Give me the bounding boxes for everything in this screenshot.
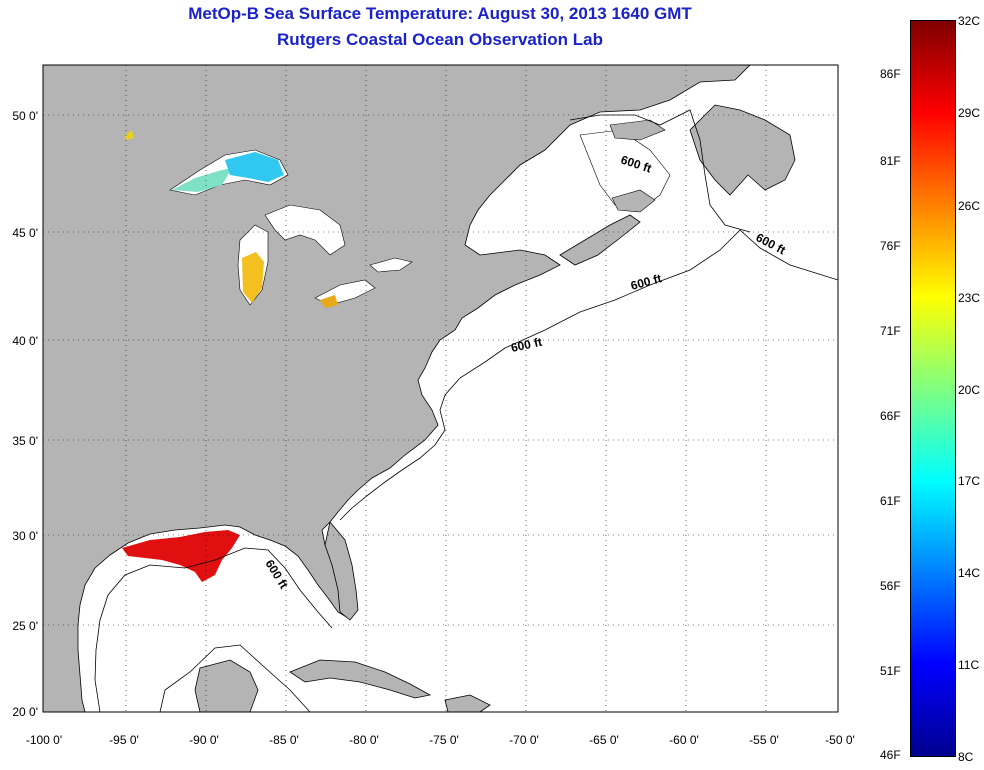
sst-lake-michigan	[242, 252, 264, 303]
map-subtitle: Rutgers Coastal Ocean Observation Lab	[277, 30, 603, 49]
lat-tick-label: 40 0'	[12, 334, 38, 348]
temperature-colorbar	[910, 20, 956, 757]
lon-tick-label: -55 0'	[749, 733, 779, 747]
lake-huron	[264, 204, 346, 256]
lat-tick-label: 20 0'	[12, 705, 38, 719]
colorbar-c-label: 32C	[958, 14, 981, 28]
lon-tick-label: -75 0'	[429, 733, 459, 747]
colorbar-f-label: 46F	[880, 748, 901, 762]
colorbar-c-label: 20C	[958, 383, 981, 397]
lat-tick-label: 30 0'	[12, 529, 38, 543]
sst-gulf-of-mexico	[122, 530, 240, 582]
colorbar-f-label: 61F	[880, 494, 901, 508]
colorbar-f-label: 51F	[880, 664, 901, 678]
lon-tick-label: -100 0'	[26, 733, 62, 747]
sst-lake-superior	[172, 168, 232, 192]
lake-ontario	[369, 257, 413, 273]
land-mass	[43, 65, 751, 712]
contour-label: 600 ft	[510, 335, 544, 355]
colorbar-c-label: 8C	[958, 750, 974, 764]
lon-tick-label: -80 0'	[349, 733, 379, 747]
colorbar-f-label: 56F	[880, 579, 901, 593]
map-title: MetOp-B Sea Surface Temperature: August …	[188, 4, 692, 23]
cuba	[289, 659, 432, 699]
longitude-axis: -100 0' -95 0' -90 0' -85 0' -80 0' -75 …	[26, 733, 855, 747]
colorbar-f-label: 76F	[880, 239, 901, 253]
lon-tick-label: -90 0'	[189, 733, 219, 747]
lat-tick-label: 45 0'	[12, 226, 38, 240]
newfoundland	[689, 104, 796, 196]
colorbar-f-label: 66F	[880, 409, 901, 423]
colorbar-c-label: 17C	[958, 474, 981, 488]
colorbar-c-label: 14C	[958, 566, 981, 580]
colorbar-c-label: 23C	[958, 291, 981, 305]
colorbar-c-label: 26C	[958, 199, 981, 213]
lon-tick-label: -85 0'	[269, 733, 299, 747]
lon-tick-label: -65 0'	[589, 733, 619, 747]
colorbar-c-label: 29C	[958, 106, 981, 120]
colorbar-c-label: 11C	[958, 658, 980, 672]
lon-tick-label: -50 0'	[825, 733, 855, 747]
lon-tick-label: -60 0'	[669, 733, 699, 747]
colorbar-f-label: 81F	[880, 154, 901, 168]
lon-tick-label: -70 0'	[509, 733, 539, 747]
colorbar-f-label: 86F	[880, 67, 901, 81]
lat-tick-label: 25 0'	[12, 619, 38, 633]
lon-tick-label: -95 0'	[109, 733, 139, 747]
lat-tick-label: 50 0'	[12, 109, 38, 123]
lat-tick-label: 35 0'	[12, 434, 38, 448]
latitude-axis: 50 0' 45 0' 40 0' 35 0' 30 0' 25 0' 20 0…	[12, 109, 38, 719]
colorbar-f-label: 71F	[880, 324, 901, 338]
